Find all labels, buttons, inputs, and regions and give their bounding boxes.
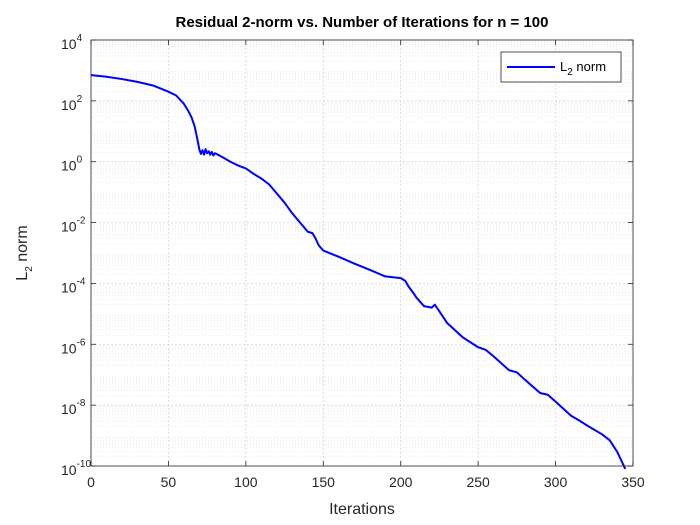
x-tick-label: 50 — [161, 474, 177, 490]
axes-background — [91, 40, 633, 466]
x-tick-label: 100 — [234, 474, 258, 490]
y-axis-label: L2 norm — [14, 225, 35, 280]
x-tick-label: 300 — [544, 474, 568, 490]
tick-layer — [90, 39, 634, 467]
x-axis-label: Iterations — [329, 501, 395, 518]
label-layer: 104 102 100 10-2 10-4 10-6 10-8 10-100 50 100 150 2… — [61, 33, 645, 490]
y-tick-label: 10-2 — [61, 216, 86, 235]
x-tick-label: 0 — [87, 474, 95, 490]
y-tick-label: 100 — [61, 155, 83, 174]
y-tick-label: 10-10 — [61, 459, 91, 478]
legend: L2 norm — [500, 51, 622, 83]
series-line-0 — [90, 74, 627, 470]
y-tick-label: 10-4 — [61, 276, 86, 295]
y-tick-label: 10-8 — [61, 398, 86, 417]
data-layer — [90, 74, 627, 470]
y-tick-label: 104 — [61, 33, 83, 52]
axes-box — [90, 39, 634, 467]
plot-area — [90, 39, 634, 470]
x-tick-label: 250 — [466, 474, 490, 490]
x-tick-label: 150 — [312, 474, 336, 490]
x-tick-label: 350 — [621, 474, 645, 490]
y-tick-label: 102 — [61, 94, 83, 113]
legend-label: L2 norm — [560, 59, 606, 78]
y-tick-label: 10-6 — [61, 337, 86, 356]
grid-layer — [90, 39, 634, 467]
chart-title: Residual 2-norm vs. Number of Iterations… — [175, 14, 548, 31]
x-tick-label: 200 — [389, 474, 413, 490]
